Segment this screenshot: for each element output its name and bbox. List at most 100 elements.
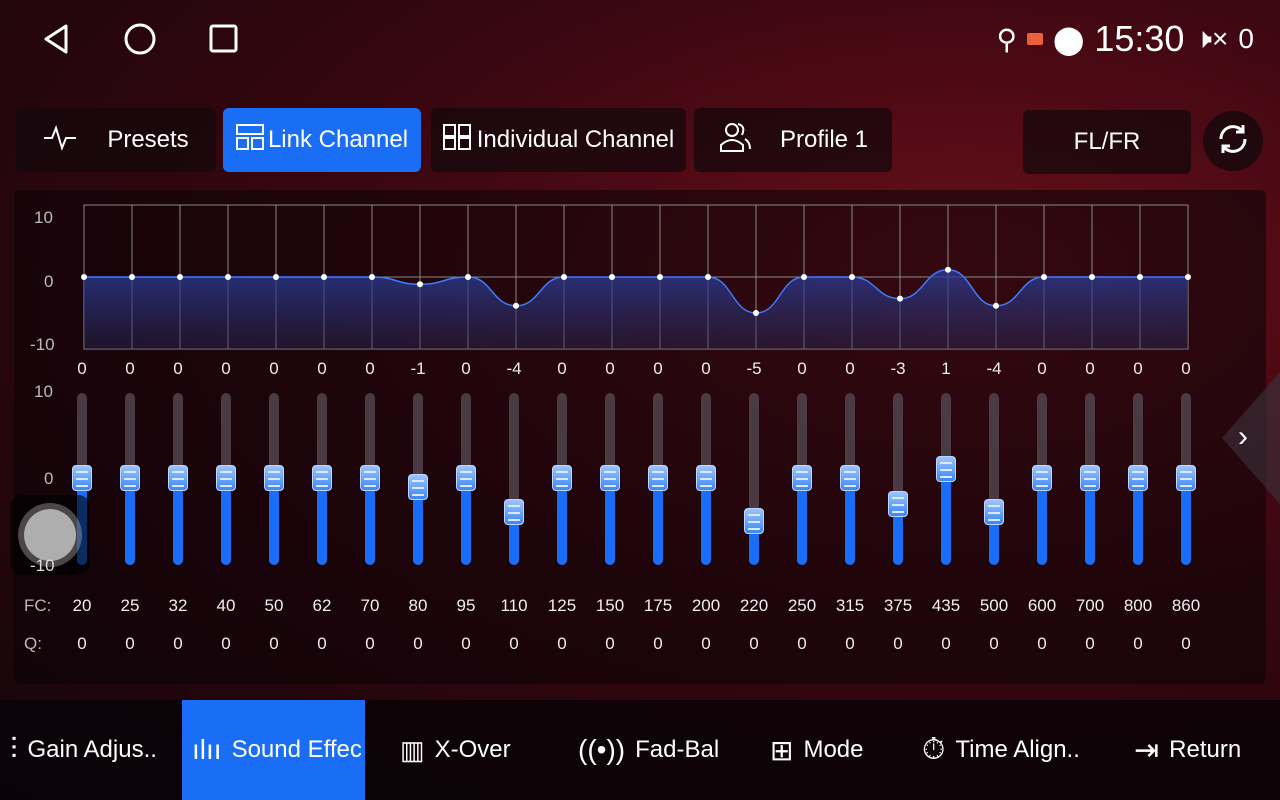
slider-knob[interactable] xyxy=(936,456,956,483)
tab-profile[interactable]: Profile 1 xyxy=(694,108,892,172)
band-q: 0 xyxy=(413,634,423,653)
slider-fill xyxy=(173,478,183,565)
band-gain-value: -4 xyxy=(506,359,522,378)
band-gain-value: -3 xyxy=(890,359,906,378)
fc-label: FC: xyxy=(24,596,52,615)
slider-knob[interactable] xyxy=(168,465,188,491)
band-slider[interactable] xyxy=(1032,393,1052,565)
slider-knob[interactable] xyxy=(264,465,284,491)
bottom-nav: ⫶ Gain Adjus.. ılıı Sound Effec ▥ X-Over ((… xyxy=(0,700,1280,800)
tab-individual-channel[interactable]: Individual Channel xyxy=(431,108,686,172)
band-slider[interactable] xyxy=(888,393,908,565)
nav-mode[interactable]: ⊞ Mode xyxy=(770,734,864,766)
band-slider[interactable] xyxy=(504,393,524,565)
slider-knob[interactable] xyxy=(456,465,476,491)
band-slider[interactable] xyxy=(648,393,668,565)
nav-x-over[interactable]: ▥ X-Over xyxy=(400,734,511,765)
band-slider[interactable] xyxy=(216,393,236,565)
channel-selector[interactable]: FL/FR xyxy=(1023,110,1191,174)
band-frequency: 375 xyxy=(883,596,913,615)
slider-knob[interactable] xyxy=(1032,465,1052,491)
band-slider[interactable] xyxy=(456,393,476,565)
slider-knob[interactable] xyxy=(408,473,428,500)
band-slider[interactable] xyxy=(408,393,428,565)
reset-button[interactable] xyxy=(1203,111,1263,171)
slider-knob[interactable] xyxy=(696,465,716,491)
nav-sound-effect[interactable]: ılıı Sound Effec xyxy=(182,700,365,800)
band-slider[interactable] xyxy=(1176,393,1196,565)
slider-knob[interactable] xyxy=(216,465,236,491)
band-slider[interactable] xyxy=(792,393,812,565)
slider-track[interactable] xyxy=(509,393,519,565)
slider-knob[interactable] xyxy=(744,508,764,534)
band-gain-value: 0 xyxy=(1133,359,1143,378)
nav-fad-bal[interactable]: ((•)) Fad-Bal xyxy=(578,734,720,765)
slider-knob[interactable] xyxy=(840,465,860,491)
slider-fill xyxy=(269,478,279,565)
band-slider[interactable] xyxy=(1080,393,1100,565)
slider-tick-0: 0 xyxy=(44,469,54,488)
slider-track[interactable] xyxy=(749,393,759,565)
band-slider[interactable] xyxy=(984,393,1004,565)
band-frequency: 70 xyxy=(360,596,380,615)
eq-curve-graph xyxy=(81,204,1191,350)
graph-tick-neg10: -10 xyxy=(30,335,55,354)
band-frequency: 80 xyxy=(408,596,428,615)
slider-knob[interactable] xyxy=(1176,465,1196,491)
home-button[interactable] xyxy=(123,22,157,61)
band-slider[interactable] xyxy=(168,393,188,565)
tab-link-channel[interactable]: Link Channel xyxy=(223,108,421,172)
eq-curve-point xyxy=(705,274,711,280)
band-slider[interactable] xyxy=(744,393,764,565)
band-slider[interactable] xyxy=(552,393,572,565)
slider-knob[interactable] xyxy=(504,499,524,526)
slider-knob[interactable] xyxy=(360,465,380,491)
band-slider[interactable] xyxy=(696,393,716,565)
band-gain-value: -5 xyxy=(746,359,762,378)
back-button[interactable] xyxy=(40,22,74,61)
slider-knob[interactable] xyxy=(120,465,140,491)
slider-tick-10: 10 xyxy=(34,382,53,401)
band-slider[interactable] xyxy=(360,393,380,565)
slider-fill xyxy=(1037,478,1047,565)
mode-icon: ⊞ xyxy=(770,734,794,766)
band-q: 0 xyxy=(269,634,279,653)
slider-fill xyxy=(1133,478,1143,565)
band-slider[interactable] xyxy=(936,393,956,565)
band-q: 0 xyxy=(1181,634,1191,653)
nav-gain-adjust[interactable]: ⫶ Gain Adjus.. xyxy=(10,733,157,766)
slider-knob[interactable] xyxy=(72,465,92,491)
band-slider[interactable] xyxy=(1128,393,1148,565)
band-gain-value: 0 xyxy=(173,359,183,378)
band-q: 0 xyxy=(365,634,375,653)
slider-knob[interactable] xyxy=(552,465,572,491)
band-slider[interactable] xyxy=(600,393,620,565)
slider-knob[interactable] xyxy=(600,465,620,491)
slider-knob[interactable] xyxy=(312,465,332,491)
slider-knob[interactable] xyxy=(648,465,668,491)
timer-icon: ⏱ xyxy=(922,733,946,766)
recents-button[interactable] xyxy=(207,22,241,61)
band-slider[interactable] xyxy=(120,393,140,565)
slider-knob[interactable] xyxy=(984,499,1004,526)
band-gain-value: 0 xyxy=(605,359,615,378)
slider-knob[interactable] xyxy=(1080,465,1100,491)
nav-time-align[interactable]: ⏱ Time Align.. xyxy=(922,733,1080,766)
slider-knob[interactable] xyxy=(888,490,908,517)
band-frequency: 175 xyxy=(643,596,673,615)
slider-knob[interactable] xyxy=(792,465,812,491)
slider-track[interactable] xyxy=(989,393,999,565)
band-q: 0 xyxy=(605,634,615,653)
nav-return[interactable]: ⇥ Return xyxy=(1134,733,1242,767)
assistive-touch-button[interactable] xyxy=(10,495,90,575)
band-slider[interactable] xyxy=(264,393,284,565)
tab-presets[interactable]: Presets xyxy=(16,108,216,172)
band-slider[interactable] xyxy=(312,393,332,565)
slider-track[interactable] xyxy=(893,393,903,565)
slider-knob[interactable] xyxy=(1128,465,1148,491)
eq-curve-point xyxy=(801,274,807,280)
band-gain-value: 0 xyxy=(269,359,279,378)
band-gain-value: 0 xyxy=(221,359,231,378)
band-slider[interactable] xyxy=(840,393,860,565)
band-frequency: 150 xyxy=(595,596,625,615)
